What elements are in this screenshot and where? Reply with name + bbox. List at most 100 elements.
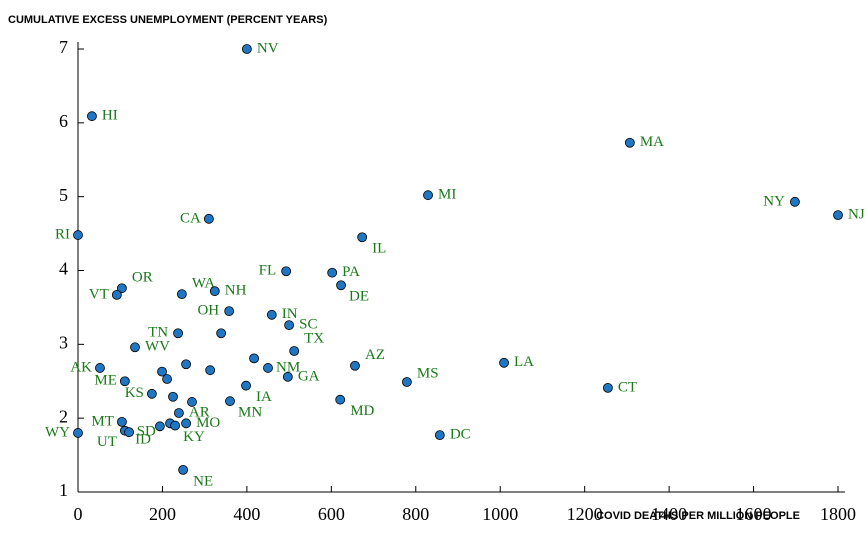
point xyxy=(281,266,292,277)
point xyxy=(790,196,800,207)
point xyxy=(124,427,134,438)
point-label: MI xyxy=(438,187,456,203)
point xyxy=(335,394,346,405)
point-label: TN xyxy=(148,325,168,341)
point-label: IN xyxy=(282,306,298,322)
x-tick-label: 1600 xyxy=(736,504,772,524)
x-tick-label: 400 xyxy=(233,504,260,524)
point-label: OH xyxy=(197,303,219,319)
point xyxy=(170,420,181,431)
x-tick-label: 1200 xyxy=(567,504,603,524)
x-tick-label: 200 xyxy=(149,504,176,524)
point xyxy=(205,365,216,376)
point xyxy=(402,377,412,387)
point xyxy=(162,374,172,384)
point xyxy=(111,289,122,300)
x-tick-label: 1400 xyxy=(651,504,687,524)
point-label: SD xyxy=(137,424,156,440)
y-tick-label: 4 xyxy=(59,259,68,279)
point-label: NV xyxy=(257,40,279,56)
point xyxy=(284,320,295,331)
point xyxy=(174,408,184,418)
point-label: TX xyxy=(304,330,324,346)
y-tick-label: 2 xyxy=(59,406,68,426)
point-label: KY xyxy=(183,429,205,445)
point-label: GA xyxy=(298,368,320,384)
point xyxy=(73,428,83,438)
point xyxy=(181,359,191,370)
point xyxy=(249,353,259,364)
point xyxy=(119,376,130,387)
point-label: MN xyxy=(238,405,262,421)
point-label: NH xyxy=(225,283,247,299)
point xyxy=(155,421,165,432)
point xyxy=(187,397,197,407)
point-label: FL xyxy=(259,263,277,279)
point-label: MA xyxy=(640,134,664,150)
point xyxy=(87,111,97,122)
x-tick-label: 600 xyxy=(318,504,345,524)
point xyxy=(263,363,273,373)
x-tick-label: 800 xyxy=(402,504,429,524)
point-label: ME xyxy=(94,373,117,389)
point xyxy=(117,283,127,294)
point-label: RI xyxy=(55,226,70,242)
point-label: LA xyxy=(514,354,534,370)
point xyxy=(833,210,843,221)
point xyxy=(350,360,360,371)
point xyxy=(209,286,220,297)
point xyxy=(146,388,157,399)
y-tick-label: 5 xyxy=(59,185,68,205)
y-tick-label: 7 xyxy=(59,37,68,57)
point xyxy=(178,464,189,475)
point-label: MS xyxy=(417,365,439,381)
point xyxy=(336,280,346,291)
point xyxy=(224,306,235,317)
point-label: WV xyxy=(145,339,170,355)
point-label: UT xyxy=(97,434,117,450)
point xyxy=(434,430,445,441)
point xyxy=(423,190,433,201)
point xyxy=(241,380,251,391)
point xyxy=(225,396,235,407)
point-label: MD xyxy=(350,403,374,419)
point-label: MO xyxy=(196,415,220,431)
point xyxy=(624,137,635,148)
point xyxy=(176,289,187,300)
x-tick-label: 1000 xyxy=(482,504,518,524)
y-axis-title: CUMULATIVE EXCESS UNEMPLOYMENT (PERCENT … xyxy=(8,14,328,26)
point xyxy=(73,230,83,240)
point xyxy=(216,328,227,339)
point-label: KS xyxy=(125,385,144,401)
point-label: NY xyxy=(763,193,785,209)
point xyxy=(181,418,191,429)
point-label: DE xyxy=(349,289,369,305)
point-label: AR xyxy=(189,404,210,420)
point xyxy=(95,363,105,373)
point-label: PA xyxy=(342,264,360,280)
y-tick-label: 3 xyxy=(59,332,68,352)
point-label: IL xyxy=(372,241,386,257)
point-label: VT xyxy=(89,286,109,302)
point xyxy=(357,232,368,243)
point xyxy=(282,371,293,382)
point-label: CT xyxy=(618,379,637,395)
point-label: OR xyxy=(132,270,153,286)
x-tick-label: 0 xyxy=(74,504,83,524)
point xyxy=(173,328,183,339)
point-label: CA xyxy=(180,210,201,226)
y-tick-label: 6 xyxy=(59,111,68,131)
point-label: NE xyxy=(193,473,213,489)
point-label: WA xyxy=(192,276,215,292)
x-axis-title: COVID DEATHS PER MILLION PEOPLE xyxy=(596,510,800,522)
point-label: AK xyxy=(70,359,92,375)
point-label: DC xyxy=(450,427,471,443)
point xyxy=(289,346,300,356)
point xyxy=(327,267,338,278)
point xyxy=(168,391,178,402)
point-label: HI xyxy=(102,108,118,124)
point xyxy=(117,416,127,427)
point-label: SC xyxy=(299,317,317,333)
